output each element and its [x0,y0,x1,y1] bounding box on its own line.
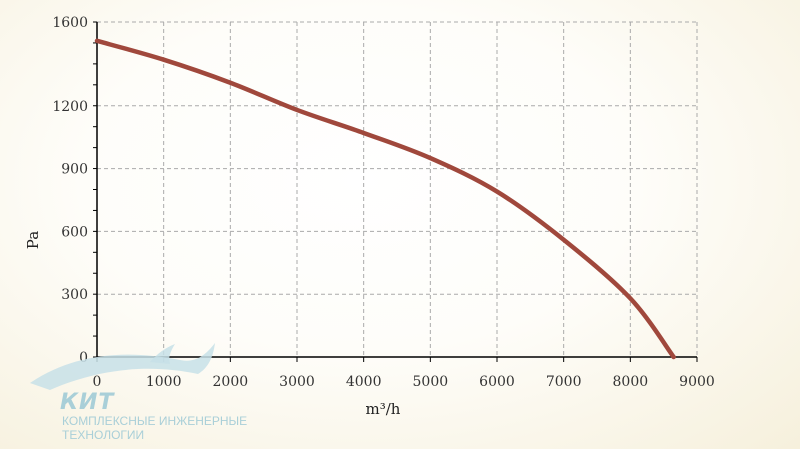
y-tick-label: 0 [79,350,88,366]
y-tick-label: 1200 [52,99,88,115]
y-tick-label: 1600 [52,15,88,31]
company-logo: КИТ КОМПЛЕКСНЫЕ ИНЖЕНЕРНЫЕ ТЕХНОЛОГИИ [30,338,247,443]
axes [93,21,698,362]
x-tick-label: 8000 [613,374,649,390]
logo-subtitle-line1: КОМПЛЕКСНЫЕ ИНЖЕНЕРНЫЕ [62,414,248,428]
x-tick-label: 3000 [279,374,315,390]
logo-title: КИТ [60,390,115,415]
x-tick-label: 0 [93,374,102,390]
y-axis-label: Pa [24,231,42,249]
logo-subtitle: КОМПЛЕКСНЫЕ ИНЖЕНЕРНЫЕ ТЕХНОЛОГИИ [62,414,262,442]
tick-labels: 0 1000 2000 3000 4000 5000 6000 7000 8000 9000 0 30… [52,15,714,390]
x-tick-label: 9000 [679,374,715,390]
x-tick-label: 2000 [213,374,249,390]
x-tick-label: 5000 [413,374,449,390]
x-tick-label: 1000 [146,374,182,390]
y-tick-label: 600 [61,224,88,240]
series-line [94,38,676,360]
logo-subtitle-line2: ТЕХНОЛОГИИ [62,428,145,442]
x-axis-label: m³/h [366,400,401,418]
x-tick-label: 6000 [479,374,515,390]
series-group [94,38,676,360]
x-tick-label: 4000 [346,374,382,390]
x-tick-label: 7000 [546,374,582,390]
dolphin-icon [30,343,215,390]
y-tick-label: 300 [61,287,88,303]
y-tick-label: 900 [61,162,88,178]
grid [97,21,698,357]
